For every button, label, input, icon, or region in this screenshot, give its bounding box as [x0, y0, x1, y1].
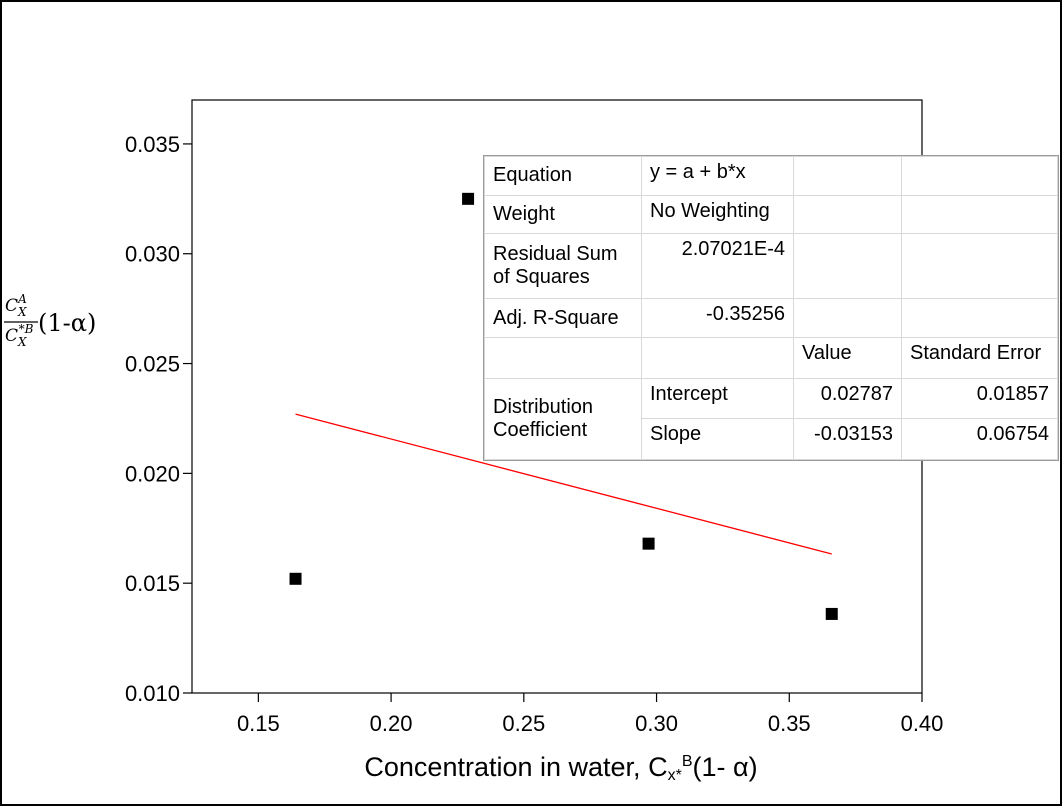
x-tick-label: 0.30: [635, 711, 678, 736]
data-point: [289, 572, 302, 585]
x-tick-label: 0.40: [901, 711, 944, 736]
rss-label: Residual Sum of Squares: [484, 233, 642, 300]
table-row: Weight No Weighting: [484, 194, 1058, 235]
x-tick-label: 0.15: [237, 711, 280, 736]
y-tick-label: 0.025: [125, 352, 180, 377]
fit-line-layer: [295, 413, 832, 555]
table-row: Slope -0.03153 0.06754: [485, 418, 1058, 460]
weight-label: Weight: [484, 194, 642, 235]
rss-value: 2.07021E-4: [641, 233, 794, 300]
table-header-row: Value Standard Error: [484, 336, 1058, 379]
y-tick-label: 0.035: [125, 132, 180, 157]
svg-text:CXA: CXA: [5, 292, 27, 319]
x-tick-label: 0.35: [768, 711, 811, 736]
weight-value: No Weighting: [641, 194, 794, 235]
data-point: [825, 607, 838, 620]
data-point: [462, 192, 475, 205]
data-points: [289, 192, 838, 620]
table-row: Distribution Coefficient Intercept 0.027…: [484, 377, 1058, 461]
y-tick-label: 0.015: [125, 571, 180, 596]
table-row: Adj. R-Square -0.35256: [484, 298, 1058, 338]
svg-text:(1-α): (1-α): [38, 309, 96, 337]
adj-r-square-value: -0.35256: [641, 298, 794, 338]
slope-error: 0.06754: [901, 418, 1058, 460]
equation-label: Equation: [484, 156, 642, 196]
fit-line: [295, 413, 832, 555]
table-row: Equation y = a + b*x: [484, 156, 1058, 196]
y-axis-ticks: 0.010 0.015 0.020 0.025 0.030 0.035: [125, 132, 192, 706]
svg-text:CX*B: CX*B: [5, 322, 34, 349]
x-tick-label: 0.25: [502, 711, 545, 736]
data-point: [642, 537, 655, 550]
x-tick-label: 0.20: [370, 711, 413, 736]
distribution-coefficient-label: Distribution Coefficient: [484, 377, 642, 461]
value-header: Value: [793, 336, 902, 379]
equation-value: y = a + b*x: [641, 156, 794, 196]
table-row: Residual Sum of Squares 2.07021E-4: [484, 233, 1058, 300]
x-axis-title: Concentration in water, Cx*B(1- α): [364, 752, 757, 784]
standard-error-header: Standard Error: [901, 336, 1058, 379]
y-tick-label: 0.020: [125, 461, 180, 486]
y-axis-title: CXA CX*B (1-α): [4, 292, 96, 349]
adj-r-square-label: Adj. R-Square: [484, 298, 642, 338]
intercept-label: Intercept: [641, 377, 794, 420]
y-tick-label: 0.010: [125, 681, 180, 706]
y-tick-label: 0.030: [125, 242, 180, 267]
intercept-value: 0.02787: [793, 377, 902, 420]
slope-value: -0.03153: [793, 418, 902, 460]
fit-results-table: Equation y = a + b*x Weight No Weighting…: [483, 155, 1059, 461]
intercept-error: 0.01857: [901, 377, 1058, 420]
slope-label: Slope: [641, 418, 794, 460]
x-axis-ticks: 0.15 0.20 0.25 0.30 0.35 0.40: [237, 693, 943, 736]
